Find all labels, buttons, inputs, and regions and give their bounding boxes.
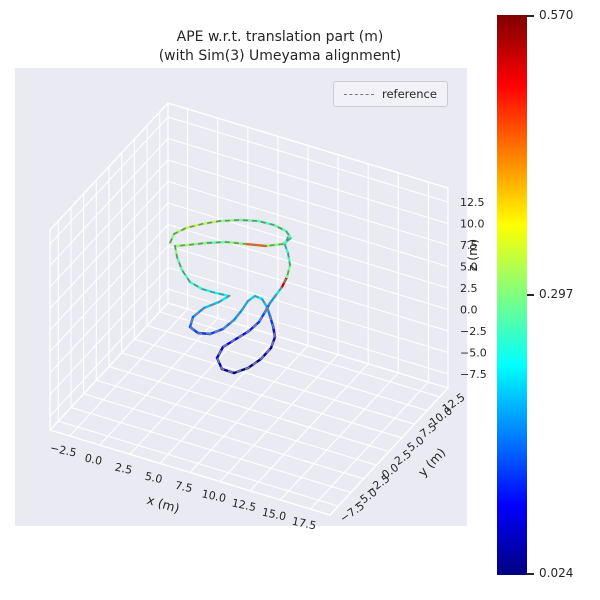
axis-edge [329,387,449,516]
z-tick-label: 7.5 [460,239,478,252]
z-tick-label: −5.0 [460,347,487,360]
z-tick-label: 0.0 [460,304,478,317]
y-axis-label: y (m) [415,445,449,480]
grid-line [167,202,449,289]
colorbar-label-min: 0.024 [539,566,574,580]
grid-line [49,137,169,267]
x-tick-label: 2.5 [114,461,134,477]
grid-line [167,159,449,246]
colorbar-gradient [497,15,527,575]
grid-line [309,381,429,510]
x-tick-label: 15.0 [261,506,288,524]
plot-area-background [15,68,467,526]
grid-line [108,365,390,453]
x-tick-label: 12.5 [231,496,258,514]
z-tick-label: 12.5 [460,196,485,209]
axis-edge [49,102,169,231]
legend: reference [333,81,448,107]
plot-title-line1: APE w.r.t. translation part (m) [176,29,384,45]
reference-legend-label: reference [382,87,437,101]
grid-line [133,338,415,425]
x-tick-label: 10.0 [200,487,227,505]
colorbar-label-max: 0.570 [539,8,574,22]
grid-line [49,202,169,331]
grid-line [146,324,428,412]
x-axis-label: x (m) [145,492,181,516]
grid-line [49,180,169,310]
z-tick-label: 2.5 [460,282,478,295]
y-tick-label: 12.5 [440,391,468,416]
grid-line [167,180,449,268]
grid-line [219,354,339,483]
axis-edge [167,302,449,389]
colorbar-tick-mid [527,294,534,296]
z-tick-label: 10.0 [460,218,485,231]
z-tick-label: −7.5 [460,368,487,381]
grid-line [159,311,441,398]
colorbar-label-mid: 0.297 [539,287,574,301]
grid-line [49,159,169,288]
axis-edge [49,429,331,516]
z-tick-label: 5.0 [460,261,478,274]
grid-line [121,352,403,439]
x-tick-label: 5.0 [144,470,164,486]
grid-line [167,137,449,225]
axis-edge [167,102,449,189]
x-tick-label: −2.5 [49,441,78,459]
x-tick-label: 17.5 [291,515,318,533]
x-tick-label: 7.5 [174,479,194,495]
x-tick-label: 0.0 [84,451,104,467]
colorbar-tick-max [527,15,534,17]
reference-dashed-line-icon [344,93,374,95]
z-axis-label: z (m) [465,239,480,271]
grid-line [167,116,449,203]
grid-line [49,116,169,245]
z-tick-label: −2.5 [460,325,487,338]
grid-line [279,372,399,501]
colorbar: 0.570 0.297 0.024 [497,8,573,580]
grid-line [249,363,369,492]
plot-title-line2: (with Sim(3) Umeyama alignment) [158,48,402,64]
colorbar-tick-min [527,573,534,575]
axis-edge [49,302,169,431]
reference-trajectory [169,219,293,374]
